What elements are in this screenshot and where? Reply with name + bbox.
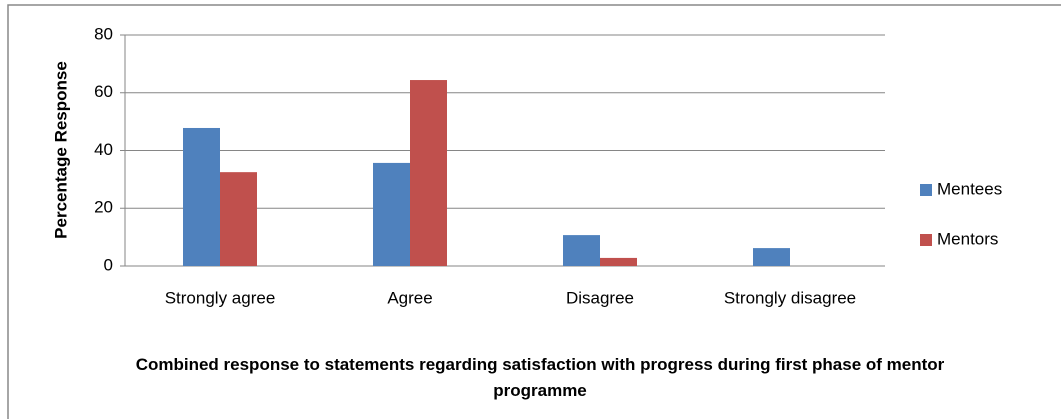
bar [600,257,637,266]
x-tick-label: Agree [387,288,432,307]
bar [410,80,447,266]
y-tick-label: 40 [94,140,113,159]
bar [563,235,600,266]
legend-swatch [920,184,932,196]
y-tick-label: 80 [94,24,113,43]
x-tick-label: Strongly disagree [724,288,856,307]
y-tick-label: 0 [104,255,113,274]
y-tick-label: 20 [94,198,113,217]
x-axis-title: Combined response to statements regardin… [135,355,945,400]
bar [183,127,220,266]
bar [373,162,410,266]
x-tick-label: Disagree [566,288,634,307]
y-tick-label: 60 [94,82,113,101]
legend-label: Mentors [937,229,998,248]
y-axis-title: Percentage Response [51,61,70,239]
frame [7,4,1061,419]
legend-swatch [920,234,932,246]
x-tick-label: Strongly agree [165,288,276,307]
bar [220,172,257,266]
legend-label: Mentees [937,179,1002,198]
bar [753,248,790,266]
